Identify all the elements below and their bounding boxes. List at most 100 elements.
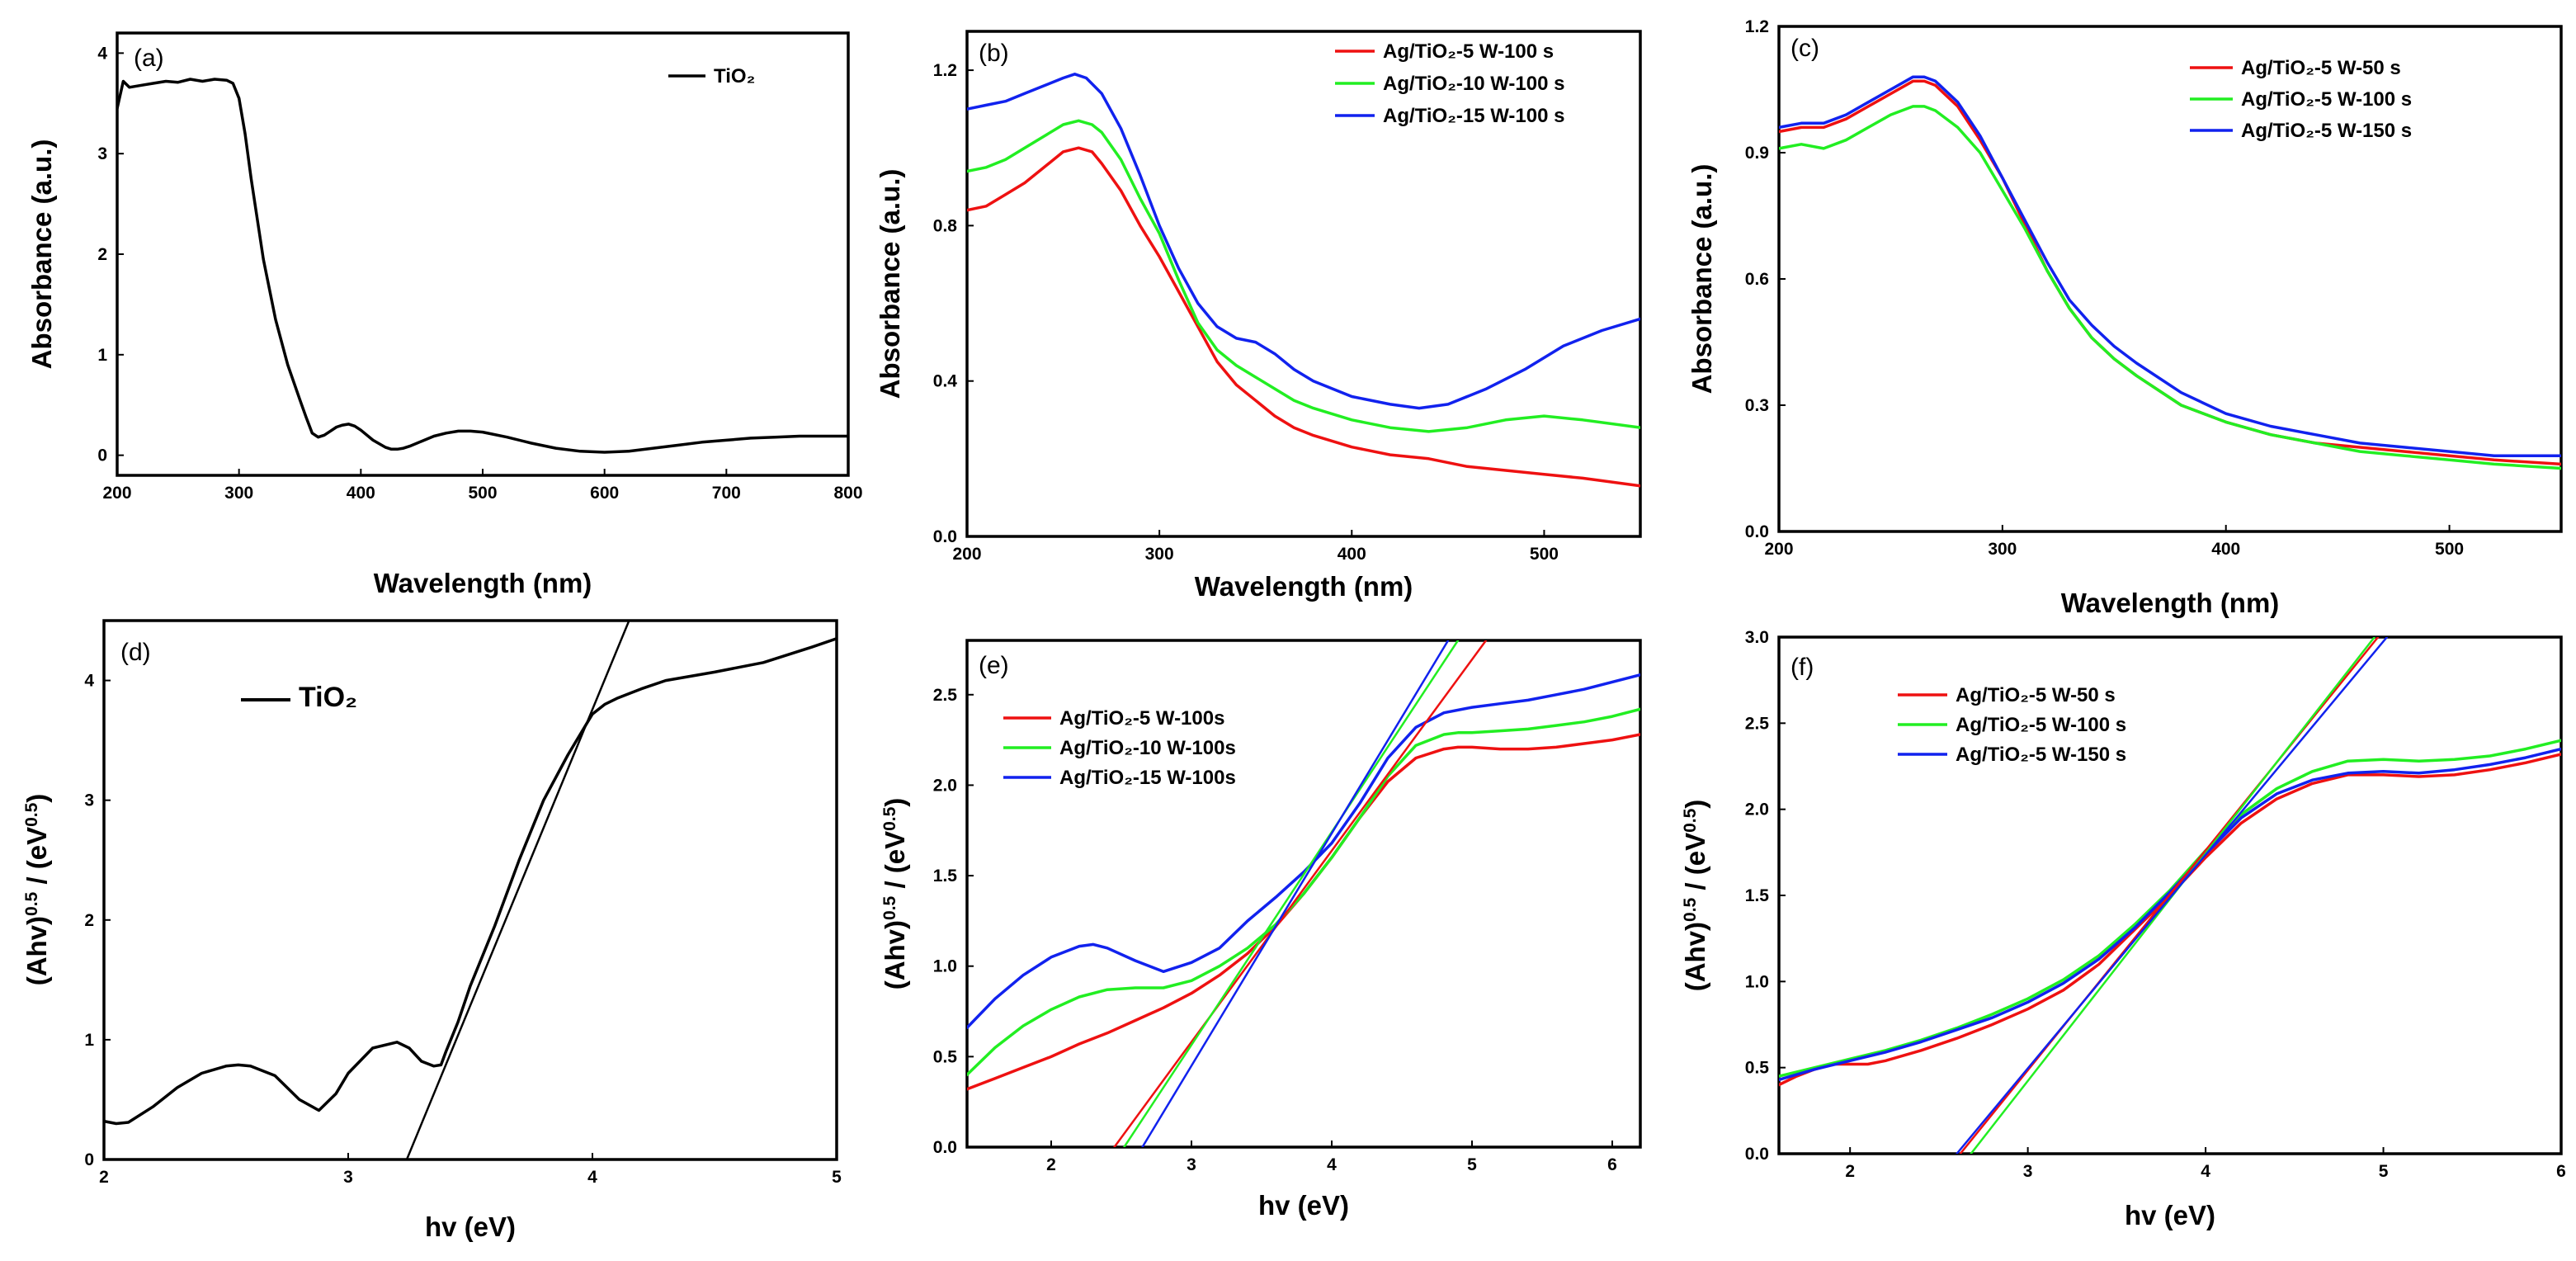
x-tick-label-a-2: 400	[347, 484, 375, 503]
y-axis-label-c: Absorbance (a.u.)	[1687, 164, 1717, 394]
x-tick-label-f-0: 2	[1845, 1162, 1855, 1181]
x-axis-label-b: Wavelength (nm)	[1195, 571, 1413, 602]
y-axis-label-b: Absorbance (a.u.)	[875, 169, 905, 399]
y-tick-label-a-1: 1	[97, 346, 107, 365]
panel-tag-b: (b)	[979, 40, 1009, 67]
legend-label-f-0: Ag/TiO₂-5 W-50 s	[1956, 684, 2116, 706]
y-tick-label-b-0: 0.0	[933, 527, 957, 546]
panel-tag-c: (c)	[1790, 35, 1819, 62]
y-tick-label-c-0: 0.0	[1745, 522, 1769, 541]
x-tick-label-d-0: 2	[99, 1168, 109, 1187]
legend-label-b-1: Ag/TiO₂-10 W-100 s	[1383, 73, 1564, 95]
legend-b: Ag/TiO₂-5 W-100 s Ag/TiO₂-10 W-100 s Ag/Ti…	[1335, 40, 1564, 127]
x-tick-label-a-6: 800	[833, 484, 862, 503]
legend-label-a-0: TiO₂	[714, 65, 755, 87]
x-tick-label-e-1: 3	[1187, 1155, 1196, 1174]
legend-label-b-2: Ag/TiO₂-15 W-100 s	[1383, 105, 1564, 127]
series-line-b-1	[967, 119, 1640, 433]
plot-frame-d	[102, 619, 838, 1161]
series-line-a-0	[117, 78, 848, 454]
chart-panel-c: 200 300 400 500 0.0 0.3 0.6 0.9 1.2 Wavelength (n…	[1687, 17, 2563, 618]
y-tick-label-f-4: 2.0	[1745, 801, 1769, 819]
panel-tag-d: (d)	[120, 639, 151, 666]
chart-panel-f: 2 3 4 5 6 0.0 0.5 1.0 1.5 2.0 2.5 3.0 hv (eV) (Ahv)0.…	[1680, 628, 2566, 1230]
y-tick-label-b-1: 0.4	[933, 372, 958, 391]
series-line-d-0	[104, 637, 837, 1126]
legend-label-f-2: Ag/TiO₂-5 W-150 s	[1956, 744, 2126, 766]
y-tick-label-e-2: 1.0	[933, 957, 957, 976]
x-tick-label-b-3: 500	[1530, 545, 1559, 564]
x-tick-label-b-2: 400	[1338, 545, 1366, 564]
x-axis-label-d: hv (eV)	[425, 1211, 516, 1242]
legend-label-b-0: Ag/TiO₂-5 W-100 s	[1383, 40, 1554, 63]
tangent-fit-line-e-5	[1141, 640, 1450, 1147]
tangent-fit-line-e-4	[1123, 640, 1460, 1147]
x-tick-label-e-4: 6	[1607, 1155, 1617, 1174]
x-tick-label-c-1: 300	[1988, 540, 2017, 559]
x-tick-label-a-4: 600	[590, 484, 619, 503]
series-line-e-2	[967, 673, 1640, 1030]
y-tick-label-c-2: 0.6	[1745, 270, 1769, 289]
x-tick-label-c-0: 200	[1764, 540, 1793, 559]
panel-tag-f: (f)	[1790, 654, 1814, 681]
x-tick-label-f-3: 5	[2379, 1162, 2389, 1181]
y-tick-label-d-0: 0	[84, 1150, 94, 1169]
legend-label-c-1: Ag/TiO₂-5 W-100 s	[2241, 88, 2412, 111]
y-tick-label-e-1: 0.5	[933, 1047, 958, 1066]
chart-panel-e: 2 3 4 5 6 0.0 0.5 1.0 1.5 2.0 2.5 hv (eV) (Ahv)0.5 /…	[880, 639, 1642, 1221]
series-line-f-1	[1779, 739, 2561, 1078]
y-tick-label-f-0: 0.0	[1745, 1145, 1769, 1164]
plot-frame-a	[116, 31, 850, 477]
x-tick-label-a-0: 200	[102, 484, 131, 503]
y-tick-label-a-4: 4	[97, 44, 107, 63]
x-tick-label-d-1: 3	[343, 1168, 353, 1187]
x-axis-label-a: Wavelength (nm)	[374, 568, 592, 598]
legend-e: Ag/TiO₂-5 W-100s Ag/TiO₂-10 W-100s Ag/TiO₂…	[1003, 707, 1236, 789]
x-tick-label-a-5: 700	[712, 484, 741, 503]
chart-panel-d: 2 3 4 5 0 1 2 3 4 hv (eV) (Ahv)0.5 / (eV0.5) (d) TiO…	[21, 619, 842, 1242]
legend-label-c-0: Ag/TiO₂-5 W-50 s	[2241, 57, 2401, 79]
y-tick-label-b-3: 1.2	[933, 61, 957, 80]
y-tick-label-e-5: 2.5	[933, 686, 958, 705]
x-tick-label-d-2: 4	[587, 1168, 597, 1187]
y-tick-label-b-2: 0.8	[933, 216, 958, 235]
y-tick-label-d-3: 3	[84, 791, 94, 810]
series-line-e-1	[967, 707, 1640, 1077]
x-tick-label-e-2: 4	[1327, 1155, 1337, 1174]
chart-panel-a: 200 300 400 500 600 700 800 0 1 2 3 4 Wavelength (nm…	[26, 31, 863, 598]
plot-frame-b	[965, 30, 1642, 538]
x-tick-label-a-1: 300	[224, 484, 253, 503]
y-tick-label-e-4: 2.0	[933, 776, 957, 795]
y-tick-label-e-3: 1.5	[933, 867, 958, 886]
tangent-fit-line-e-3	[1113, 640, 1488, 1147]
legend-label-c-2: Ag/TiO₂-5 W-150 s	[2241, 120, 2412, 142]
series-line-b-2	[967, 73, 1640, 410]
legend-a: TiO₂	[668, 65, 755, 87]
x-axis-label-c: Wavelength (nm)	[2061, 588, 2280, 618]
y-tick-label-d-2: 2	[84, 911, 94, 930]
x-tick-label-c-3: 500	[2435, 540, 2464, 559]
y-tick-label-c-4: 1.2	[1745, 17, 1769, 36]
series-line-f-0	[1779, 753, 2561, 1087]
x-axis-label-f: hv (eV)	[2125, 1200, 2215, 1230]
y-tick-label-f-1: 0.5	[1745, 1059, 1770, 1078]
legend-label-f-1: Ag/TiO₂-5 W-100 s	[1956, 714, 2126, 736]
legend-d: TiO₂	[241, 682, 357, 713]
series-line-c-1	[1779, 105, 2561, 470]
series-line-b-0	[967, 146, 1640, 488]
x-tick-label-f-1: 3	[2023, 1162, 2033, 1181]
y-tick-label-c-1: 0.3	[1745, 396, 1769, 415]
y-tick-label-d-1: 1	[84, 1031, 94, 1050]
legend-c: Ag/TiO₂-5 W-50 s Ag/TiO₂-5 W-100 s Ag/TiO₂…	[2190, 57, 2412, 142]
y-tick-label-f-6: 3.0	[1745, 628, 1769, 647]
plot-frame-e	[965, 639, 1642, 1149]
y-tick-label-f-5: 2.5	[1745, 714, 1770, 733]
y-tick-label-a-0: 0	[97, 446, 107, 465]
y-tick-label-f-3: 1.5	[1745, 886, 1770, 905]
legend-label-e-2: Ag/TiO₂-15 W-100s	[1059, 767, 1236, 789]
x-tick-label-f-4: 6	[2556, 1162, 2566, 1181]
series-line-f-2	[1779, 747, 2561, 1082]
x-tick-label-c-2: 400	[2211, 540, 2240, 559]
x-axis-label-e: hv (eV)	[1258, 1190, 1349, 1221]
